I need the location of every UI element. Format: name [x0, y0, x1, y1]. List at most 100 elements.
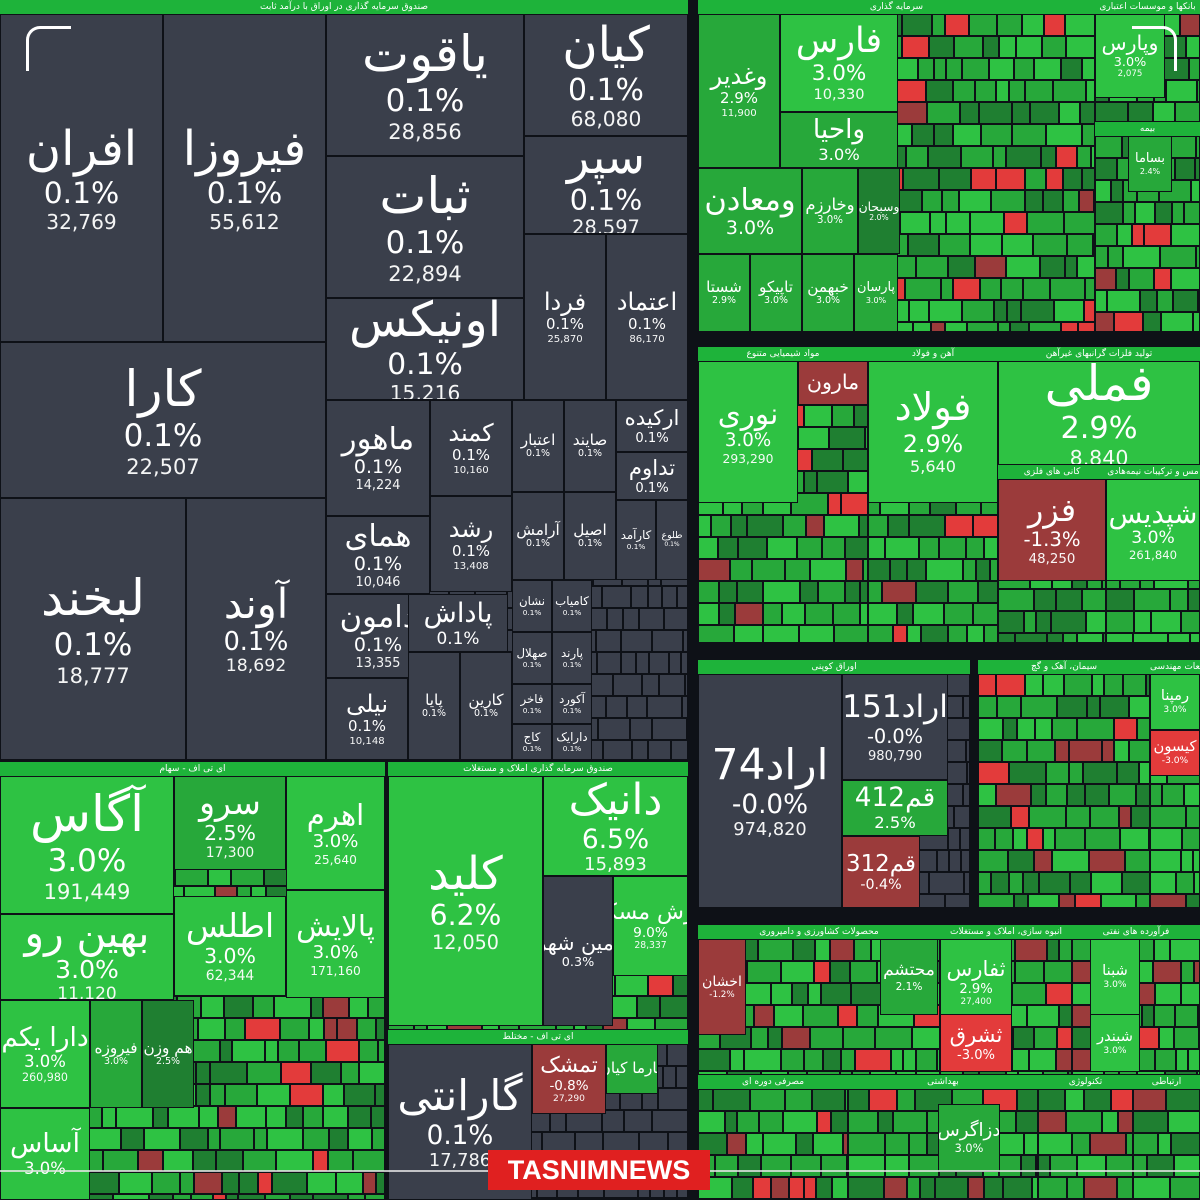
treemap-tile[interactable]: قم412 2.5%	[842, 780, 948, 836]
treemap-tile[interactable]: اخشان -1.2%	[698, 939, 746, 1035]
treemap-tile[interactable]: خبهمن 3.0%	[802, 254, 854, 332]
treemap-tile[interactable]: بهین رو 3.0% 11,120	[0, 914, 174, 1000]
filler-tile	[897, 603, 913, 625]
treemap-tile[interactable]: اعتبار 0.1%	[512, 400, 564, 492]
treemap-tile[interactable]: شپدیس 3.0% 261,840	[1106, 479, 1200, 581]
treemap-tile[interactable]: اونیکس 0.1% 15,216	[326, 298, 524, 400]
treemap-tile[interactable]: ثفارس 2.9% 27,400	[940, 939, 1012, 1025]
treemap-tile[interactable]: شستا 2.9%	[698, 254, 750, 332]
treemap-tile[interactable]: ماهور 0.1% 14,224	[326, 400, 430, 516]
treemap-tile[interactable]: طلوع 0.1%	[656, 500, 688, 580]
treemap-tile[interactable]: نوری 3.0% 293,290	[698, 361, 798, 503]
treemap-tile[interactable]: پارسان 3.0%	[854, 254, 898, 332]
filler-tile	[144, 1128, 180, 1150]
treemap-tile[interactable]: وسبحان 2.0%	[858, 168, 900, 254]
filler-tile	[978, 696, 997, 718]
treemap-tile[interactable]: کیان 0.1% 68,080	[524, 14, 688, 136]
treemap-tile[interactable]: کامیاب 0.1%	[552, 580, 592, 632]
tile-price: 28,337	[634, 940, 667, 952]
treemap-tile[interactable]: شبندر 3.0%	[1090, 1014, 1140, 1072]
treemap-tile[interactable]: دزاگرس 3.0%	[938, 1104, 1000, 1172]
treemap-tile[interactable]: رشد 0.1% 13,408	[430, 496, 512, 592]
treemap-tile[interactable]: رمپنا 3.0%	[1150, 674, 1200, 730]
treemap-tile[interactable]: پارند 0.1%	[552, 632, 592, 684]
treemap-tile[interactable]: فولاد 2.9% 5,640	[868, 361, 998, 503]
treemap-tile[interactable]: امین شهر0.3%	[543, 876, 613, 1026]
treemap-tile[interactable]: کارا 0.1% 22,507	[0, 342, 326, 498]
treemap-tile[interactable]: آکورد 0.1%	[552, 684, 592, 724]
filler-tile	[999, 1133, 1024, 1155]
treemap-tile[interactable]: فیروزا 0.1% 55,612	[163, 14, 326, 342]
treemap-tile[interactable]: کمند 0.1% 10,160	[430, 400, 512, 496]
filler-tile	[1012, 124, 1046, 146]
treemap-tile[interactable]: همای 0.1% 10,046	[326, 516, 430, 594]
treemap-tile[interactable]: کیسون -3.0%	[1150, 730, 1200, 776]
treemap-tile[interactable]: ومعادن 3.0%	[698, 168, 802, 254]
treemap-tile[interactable]: پالایش 3.0% 171,160	[286, 890, 385, 998]
treemap-tile[interactable]: قم312 -0.4%	[842, 836, 920, 908]
filler-tile	[609, 996, 637, 1018]
treemap-tile[interactable]: دانیک 6.5% 15,893	[543, 776, 688, 876]
treemap-tile[interactable]: ثبات 0.1% 22,894	[326, 156, 524, 298]
treemap-tile[interactable]: واحیا 3.0%	[780, 112, 898, 168]
filler-tile	[1059, 1005, 1072, 1027]
treemap-tile[interactable]: آرامش 0.1%	[512, 492, 564, 580]
treemap-tile[interactable]: سپر 0.1% 28,597	[524, 136, 688, 234]
treemap-tile[interactable]: پایا 0.1%	[408, 652, 460, 760]
treemap-tile[interactable]: کاج 0.1%	[512, 724, 552, 760]
treemap-tile[interactable]: تمشک -0.8% 27,290	[532, 1044, 606, 1114]
treemap-tile[interactable]: صهلال 0.1%	[512, 632, 552, 684]
treemap-tile[interactable]: آوند 0.1% 18,692	[186, 498, 326, 760]
treemap-tile[interactable]: آساس 3.0%	[0, 1108, 90, 1200]
treemap-tile[interactable]: کارآمد 0.1%	[616, 500, 656, 580]
treemap-tile[interactable]: ارزش مسکن9.0%28,337	[613, 876, 688, 976]
treemap-tile[interactable]: اعتماد 0.1% 86,170	[606, 234, 688, 400]
filler-tile	[945, 894, 970, 908]
tile-name: شستا	[706, 277, 742, 296]
treemap-tile[interactable]: شبنا 3.0%	[1090, 939, 1140, 1015]
treemap-tile[interactable]: اراد151 -0.0% 980,790	[842, 674, 948, 780]
treemap-tile[interactable]: دارا یکم 3.0% 260,980	[0, 1000, 90, 1108]
treemap-tile[interactable]: ثشرق -3.0%	[940, 1014, 1012, 1072]
treemap-tile[interactable]: افران 0.1% 32,769	[0, 14, 163, 342]
filler-tile	[119, 1172, 152, 1194]
treemap-tile[interactable]: محتشم 2.1%	[880, 939, 938, 1015]
treemap-tile[interactable]: هم وزن 2.5%	[142, 1000, 194, 1108]
treemap-tile[interactable]: اراد74 -0.0% 974,820	[698, 674, 842, 908]
filler-tile	[978, 850, 1008, 872]
treemap-tile[interactable]: پاداش 0.1%	[408, 594, 508, 652]
filler-tile	[735, 603, 763, 625]
treemap-tile[interactable]: مارون	[798, 361, 868, 405]
treemap-tile[interactable]: اطلس 3.0% 62,344	[174, 896, 286, 996]
treemap-tile[interactable]: فارما کیان	[606, 1044, 658, 1094]
treemap-tile[interactable]: بساما 2.4%	[1128, 136, 1172, 192]
treemap-tile[interactable]: آگاس 3.0% 191,449	[0, 776, 174, 914]
treemap-tile[interactable]: ارکیده 0.1%	[616, 400, 688, 452]
treemap-tile[interactable]: نیلی 0.1% 10,148	[326, 678, 408, 760]
treemap-tile[interactable]: دارایک 0.1%	[552, 724, 592, 760]
treemap-tile[interactable]: کلید 6.2% 12,050	[388, 776, 543, 1026]
filler-tile	[313, 1194, 348, 1200]
treemap-tile[interactable]: اهرم 3.0% 25,640	[286, 776, 385, 890]
treemap-tile[interactable]: سرو 2.5% 17,300	[174, 776, 286, 870]
treemap-tile[interactable]: وخارزم 3.0%	[802, 168, 858, 254]
treemap-tile[interactable]: فزر -1.3% 48,250	[998, 479, 1106, 581]
filler-tile	[747, 515, 783, 537]
treemap-tile[interactable]: تداوم 0.1%	[616, 452, 688, 500]
filler-tile	[834, 625, 868, 643]
filler-tile	[193, 1150, 216, 1172]
treemap-tile[interactable]: لبخند 0.1% 18,777	[0, 498, 186, 760]
treemap-tile[interactable]: فردا 0.1% 25,870	[524, 234, 606, 400]
filler-tile	[1175, 1005, 1198, 1027]
treemap-tile[interactable]: فیروزه 3.0%	[90, 1000, 142, 1108]
treemap-tile[interactable]: یاقوت 0.1% 28,856	[326, 14, 524, 156]
treemap-tile[interactable]: اصیل 0.1%	[564, 492, 616, 580]
treemap-tile[interactable]: فملی 2.9% 8,840	[998, 361, 1200, 465]
treemap-tile[interactable]: وغدیر 2.9% 11,900	[698, 14, 780, 168]
treemap-tile[interactable]: نشان 0.1%	[512, 580, 552, 632]
treemap-tile[interactable]: فاخر 0.1%	[512, 684, 552, 724]
treemap-tile[interactable]: صایند 0.1%	[564, 400, 616, 492]
treemap-tile[interactable]: تاپیکو 3.0%	[750, 254, 802, 332]
treemap-tile[interactable]: فارس 3.0% 10,330	[780, 14, 898, 112]
treemap-tile[interactable]: کارین 0.1%	[460, 652, 512, 760]
